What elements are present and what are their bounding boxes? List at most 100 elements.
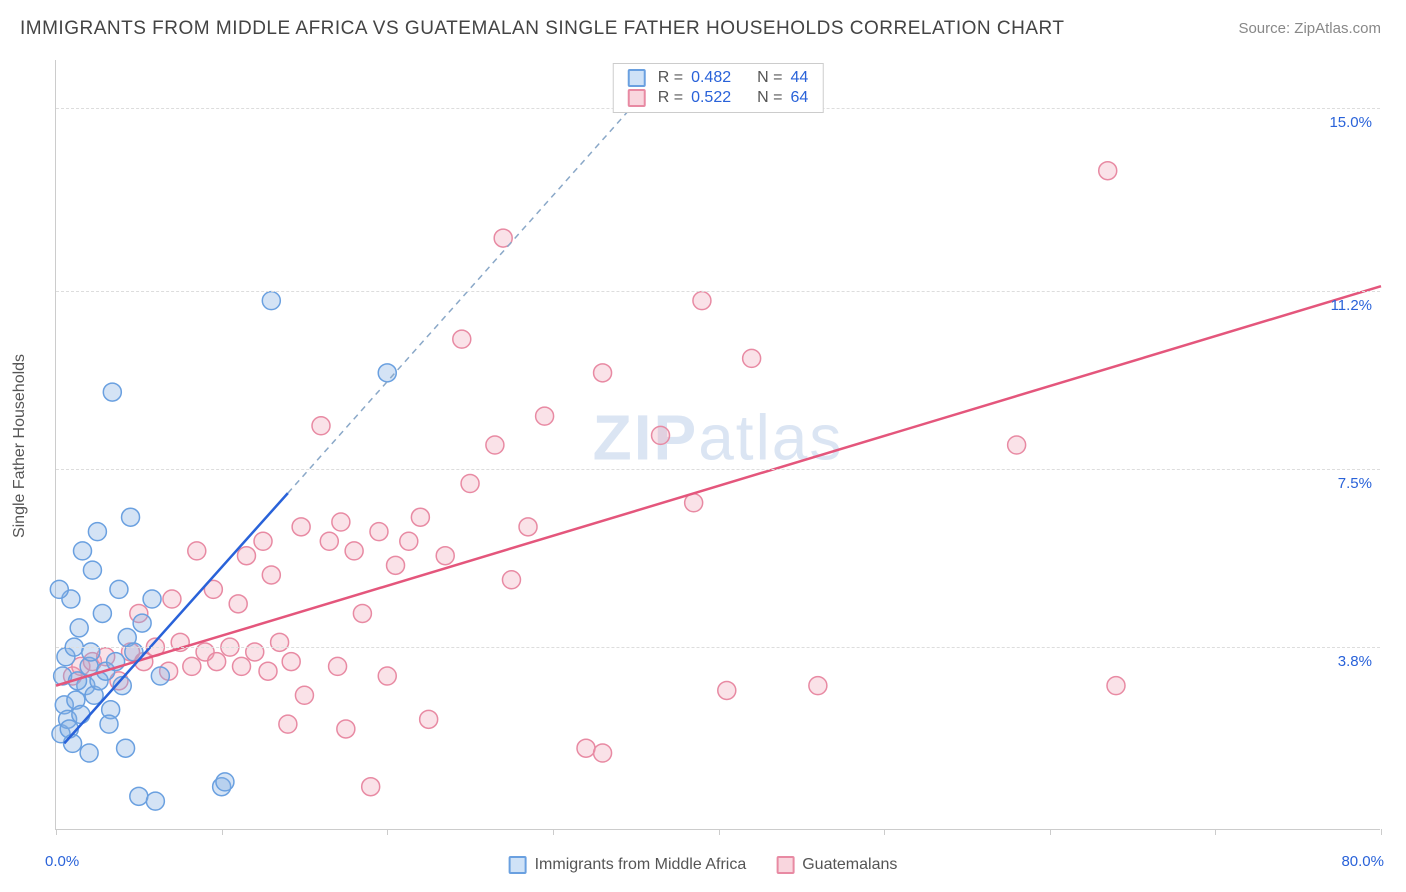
x-tick xyxy=(1050,829,1051,835)
data-point xyxy=(536,407,554,425)
data-point xyxy=(133,614,151,632)
data-point xyxy=(329,657,347,675)
data-point xyxy=(88,523,106,541)
y-tick-label: 11.2% xyxy=(1331,297,1372,314)
legend-label-blue: Immigrants from Middle Africa xyxy=(535,856,747,874)
data-point xyxy=(208,653,226,671)
data-point xyxy=(271,633,289,651)
data-point xyxy=(282,653,300,671)
data-point xyxy=(64,734,82,752)
x-tick xyxy=(222,829,223,835)
data-point xyxy=(70,619,88,637)
data-point xyxy=(337,720,355,738)
n-label: N = xyxy=(757,89,782,107)
data-point xyxy=(74,542,92,560)
r-value-blue: 0.482 xyxy=(691,69,731,87)
data-point xyxy=(93,604,111,622)
y-tick-label: 7.5% xyxy=(1338,475,1372,492)
legend-item-blue: Immigrants from Middle Africa xyxy=(509,856,747,874)
data-point xyxy=(594,364,612,382)
x-min-label: 0.0% xyxy=(45,853,79,870)
data-point xyxy=(183,657,201,675)
data-point xyxy=(1107,677,1125,695)
x-tick xyxy=(553,829,554,835)
data-point xyxy=(594,744,612,762)
data-point xyxy=(188,542,206,560)
data-point xyxy=(279,715,297,733)
data-point xyxy=(436,547,454,565)
legend-swatch-pink xyxy=(776,856,794,874)
data-point xyxy=(411,508,429,526)
gridline xyxy=(56,469,1380,470)
x-max-label: 80.0% xyxy=(1341,853,1384,870)
data-point xyxy=(320,532,338,550)
data-point xyxy=(453,330,471,348)
data-point xyxy=(577,739,595,757)
data-point xyxy=(117,739,135,757)
trend-line xyxy=(56,286,1381,685)
data-point xyxy=(216,773,234,791)
n-value-pink: 64 xyxy=(790,89,808,107)
r-label: R = xyxy=(658,89,683,107)
data-point xyxy=(50,580,68,598)
data-point xyxy=(420,710,438,728)
data-point xyxy=(652,426,670,444)
source-attribution: Source: ZipAtlas.com xyxy=(1238,20,1381,37)
swatch-blue xyxy=(628,69,646,87)
data-point xyxy=(743,349,761,367)
r-label: R = xyxy=(658,69,683,87)
data-point xyxy=(353,604,371,622)
plot-svg xyxy=(56,60,1380,829)
x-tick xyxy=(1381,829,1382,835)
stats-row-pink: R = 0.522 N = 64 xyxy=(628,88,809,108)
data-point xyxy=(519,518,537,536)
stats-row-blue: R = 0.482 N = 44 xyxy=(628,68,809,88)
legend-swatch-blue xyxy=(509,856,527,874)
plot-area: ZIPatlas R = 0.482 N = 44 R = 0.522 N = … xyxy=(55,60,1380,830)
data-point xyxy=(82,643,100,661)
data-point xyxy=(370,523,388,541)
data-point xyxy=(259,662,277,680)
x-tick xyxy=(719,829,720,835)
data-point xyxy=(83,561,101,579)
data-point xyxy=(718,681,736,699)
legend-label-pink: Guatemalans xyxy=(802,856,897,874)
data-point xyxy=(151,667,169,685)
x-tick xyxy=(387,829,388,835)
data-point xyxy=(146,792,164,810)
data-point xyxy=(237,547,255,565)
gridline xyxy=(56,291,1380,292)
x-tick xyxy=(56,829,57,835)
data-point xyxy=(362,778,380,796)
data-point xyxy=(1099,162,1117,180)
data-point xyxy=(122,508,140,526)
data-point xyxy=(163,590,181,608)
data-point xyxy=(693,292,711,310)
swatch-pink xyxy=(628,89,646,107)
data-point xyxy=(387,556,405,574)
data-point xyxy=(345,542,363,560)
y-tick-label: 3.8% xyxy=(1338,653,1372,670)
data-point xyxy=(262,566,280,584)
bottom-legend: Immigrants from Middle Africa Guatemalan… xyxy=(509,856,898,874)
data-point xyxy=(486,436,504,454)
data-point xyxy=(461,475,479,493)
data-point xyxy=(80,744,98,762)
data-point xyxy=(1008,436,1026,454)
y-axis-title: Single Father Households xyxy=(11,354,29,538)
data-point xyxy=(295,686,313,704)
data-point xyxy=(378,667,396,685)
data-point xyxy=(130,787,148,805)
n-value-blue: 44 xyxy=(790,69,808,87)
data-point xyxy=(233,657,251,675)
data-point xyxy=(312,417,330,435)
data-point xyxy=(262,292,280,310)
data-point xyxy=(378,364,396,382)
legend-item-pink: Guatemalans xyxy=(776,856,897,874)
data-point xyxy=(246,643,264,661)
r-value-pink: 0.522 xyxy=(691,89,731,107)
trend-line xyxy=(288,84,652,493)
stats-box: R = 0.482 N = 44 R = 0.522 N = 64 xyxy=(613,63,824,113)
data-point xyxy=(292,518,310,536)
data-point xyxy=(400,532,418,550)
